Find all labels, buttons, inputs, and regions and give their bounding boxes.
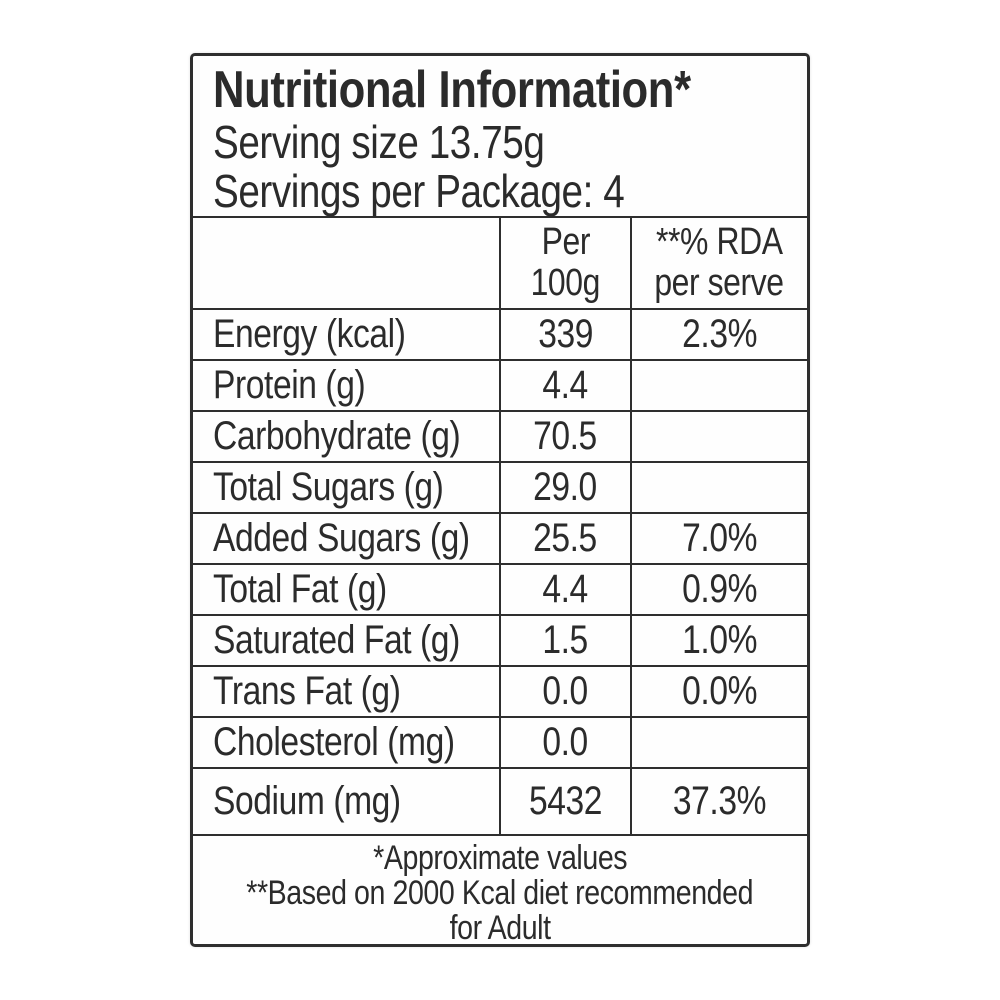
nutrient-label: Sodium (mg) — [213, 779, 401, 823]
per-100g-value: 4.4 — [542, 567, 589, 611]
header-rda-line1: **% RDA — [656, 221, 783, 263]
nutrient-label: Saturated Fat (g) — [213, 618, 460, 662]
table-header: Per 100g **% RDA per serve — [193, 217, 807, 310]
rda-value: 0.0% — [681, 669, 757, 713]
row-sodium: Sodium (mg) 5432 37.3% — [193, 767, 807, 835]
rda-value: 37.3% — [672, 779, 767, 823]
per-100g-value: 4.4 — [542, 363, 589, 407]
rda-value: 2.3% — [681, 312, 757, 356]
per-100g-value: 29.0 — [533, 465, 598, 509]
nutrient-label: Added Sugars (g) — [213, 516, 470, 560]
per-100g-value: 0.0 — [542, 720, 589, 764]
servings-per-package-text: Servings per Package: 4 — [213, 165, 625, 217]
row-energy: Energy (kcal) 339 2.3% — [193, 308, 807, 361]
row-total-sugars: Total Sugars (g) 29.0 — [193, 461, 807, 514]
row-carbohydrate: Carbohydrate (g) 70.5 — [193, 410, 807, 463]
row-cholesterol: Cholesterol (mg) 0.0 — [193, 716, 807, 769]
nutrient-label: Total Sugars (g) — [213, 465, 444, 509]
per-100g-value: 70.5 — [533, 414, 598, 458]
nutrient-label: Carbohydrate (g) — [213, 414, 461, 458]
nutrient-label: Trans Fat (g) — [213, 669, 401, 713]
footnote-rda-basis: **Based on 2000 Kcal diet recommended — [193, 876, 807, 911]
serving-size-text: Serving size 13.75g — [213, 116, 545, 168]
header-row: Per 100g **% RDA per serve — [193, 217, 807, 310]
label-title-text: Nutritional Information* — [213, 61, 691, 119]
footnote-approximate-values: *Approximate values — [193, 841, 807, 876]
row-saturated-fat: Saturated Fat (g) 1.5 1.0% — [193, 614, 807, 667]
serving-size: Serving size 13.75g — [213, 118, 793, 167]
header-rda-line2: per serve — [654, 262, 785, 304]
header-per-100g-line1: Per — [541, 221, 590, 263]
rda-value: 0.9% — [681, 567, 757, 611]
footnote-rda-basis-text: **Based on 2000 Kcal diet recommended — [246, 874, 754, 912]
rda-value: 1.0% — [681, 618, 757, 662]
label-title: Nutritional Information* — [213, 62, 793, 118]
servings-per-package: Servings per Package: 4 — [213, 167, 793, 216]
nutrient-label: Energy (kcal) — [213, 312, 406, 356]
per-100g-value: 0.0 — [542, 669, 589, 713]
nutrient-label: Total Fat (g) — [213, 567, 387, 611]
row-added-sugars: Added Sugars (g) 25.5 7.0% — [193, 512, 807, 565]
nutrient-label: Protein (g) — [213, 363, 366, 407]
per-100g-value: 339 — [537, 312, 593, 356]
header-per-100g-line2: 100g — [530, 262, 601, 304]
footnote-rda-basis-continued: for Adult — [193, 909, 807, 947]
per-100g-value: 5432 — [528, 779, 602, 823]
title-section: Nutritional Information* Serving size 13… — [193, 56, 807, 218]
rda-value: 7.0% — [681, 516, 757, 560]
nutrition-label: Nutritional Information* Serving size 13… — [190, 53, 810, 947]
row-trans-fat: Trans Fat (g) 0.0 0.0% — [193, 665, 807, 718]
nutrition-table: Per 100g **% RDA per serve Energy (kcal)… — [193, 217, 807, 835]
footnote-rda-basis-continued-text: for Adult — [449, 909, 551, 947]
footnotes-section: *Approximate values **Based on 2000 Kcal… — [193, 834, 807, 947]
row-total-fat: Total Fat (g) 4.4 0.9% — [193, 563, 807, 616]
footnote-approximate-values-text: *Approximate values — [373, 839, 627, 877]
per-100g-value: 1.5 — [542, 618, 589, 662]
per-100g-value: 25.5 — [533, 516, 598, 560]
header-rda-per-serve: **% RDA per serve — [629, 217, 807, 310]
nutrient-label: Cholesterol (mg) — [213, 720, 455, 764]
row-protein: Protein (g) 4.4 — [193, 359, 807, 412]
table-body: Energy (kcal) 339 2.3% Protein (g) 4.4 C… — [193, 308, 807, 835]
header-nutrient-column — [193, 217, 501, 310]
header-per-100g: Per 100g — [499, 217, 632, 310]
